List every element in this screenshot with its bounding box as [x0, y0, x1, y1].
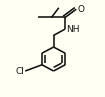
- Text: NH: NH: [66, 25, 80, 34]
- Text: O: O: [77, 5, 84, 14]
- Text: Cl: Cl: [15, 67, 24, 76]
